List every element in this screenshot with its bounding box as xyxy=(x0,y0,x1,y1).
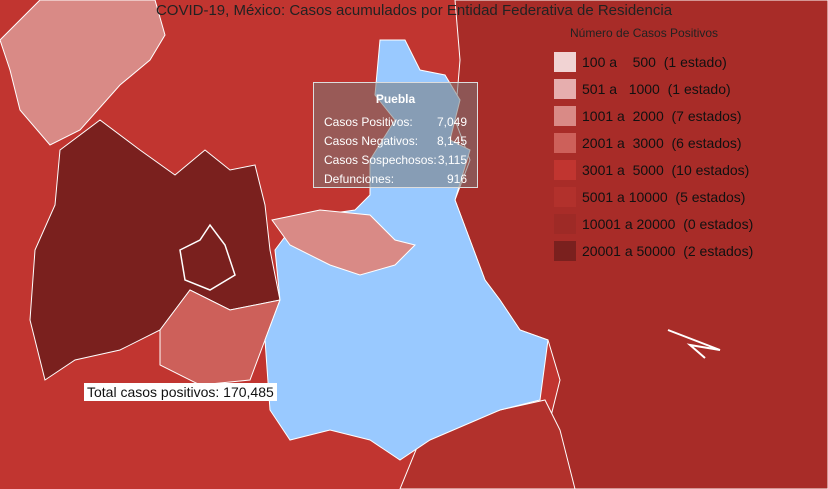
tooltip-title: Puebla xyxy=(375,92,416,106)
tooltip-row: Casos Sospechosos: 3,115 xyxy=(314,150,477,169)
legend-title: Número de Casos Positivos xyxy=(570,26,719,40)
map-title: COVID-19, México: Casos acumulados por E… xyxy=(155,2,673,19)
legend-range: 501 a 1000 (1 estado) xyxy=(582,80,731,97)
tooltip-value: 3,115 xyxy=(437,152,467,167)
tooltip-row: Casos Positivos: 7,049 xyxy=(314,112,477,131)
legend-item: 100 a 500 (1 estado) xyxy=(540,48,820,75)
tooltip-value: 8,145 xyxy=(436,133,467,148)
legend-swatch xyxy=(554,105,576,126)
legend-item: 2001 a 3000 (6 estados) xyxy=(540,129,820,156)
total-cases-label: Total casos positivos: 170,485 xyxy=(84,383,277,401)
legend-item: 20001 a 50000 (2 estados) xyxy=(540,237,820,264)
legend: Número de Casos Positivos 100 a 500 (1 e… xyxy=(540,26,820,264)
tooltip-value: 7,049 xyxy=(436,114,467,129)
legend-item: 501 a 1000 (1 estado) xyxy=(540,75,820,102)
legend-swatch xyxy=(554,240,576,261)
legend-range: 20001 a 50000 (2 estados) xyxy=(582,242,754,259)
legend-range: 10001 a 20000 (0 estados) xyxy=(582,215,754,232)
tooltip-label: Casos Sospechosos: xyxy=(324,152,437,167)
legend-range: 100 a 500 (1 estado) xyxy=(582,53,727,70)
legend-range: 5001 a 10000 (5 estados) xyxy=(582,188,746,205)
state-tlaxcala[interactable] xyxy=(271,209,416,276)
state-cdmx[interactable] xyxy=(179,223,236,291)
legend-swatch xyxy=(554,186,576,207)
tooltip-label: Defunciones: xyxy=(324,171,395,186)
legend-item: 10001 a 20000 (0 estados) xyxy=(540,210,820,237)
legend-swatch xyxy=(554,132,576,153)
legend-item: 1001 a 2000 (7 estados) xyxy=(540,102,820,129)
legend-swatch xyxy=(554,213,576,234)
legend-swatch xyxy=(554,78,576,99)
coast-lagoon xyxy=(667,329,721,359)
legend-range: 2001 a 3000 (6 estados) xyxy=(582,134,742,151)
tooltip-label: Casos Positivos: xyxy=(324,114,413,129)
legend-item: 3001 a 5000 (10 estados) xyxy=(540,156,820,183)
legend-swatch xyxy=(554,51,576,72)
tooltip-row: Casos Negativos: 8,145 xyxy=(314,131,477,150)
legend-swatch xyxy=(554,159,576,180)
legend-range: 1001 a 2000 (7 estados) xyxy=(582,107,742,124)
legend-range: 3001 a 5000 (10 estados) xyxy=(582,161,750,178)
tooltip-value: 916 xyxy=(446,171,467,186)
tooltip-label: Casos Negativos: xyxy=(324,133,419,148)
legend-item: 5001 a 10000 (5 estados) xyxy=(540,183,820,210)
tooltip-row: Defunciones: 916 xyxy=(314,169,477,188)
state-queretaro[interactable] xyxy=(0,0,166,146)
state-tooltip: Puebla Casos Positivos: 7,049 Casos Negat… xyxy=(313,82,478,188)
